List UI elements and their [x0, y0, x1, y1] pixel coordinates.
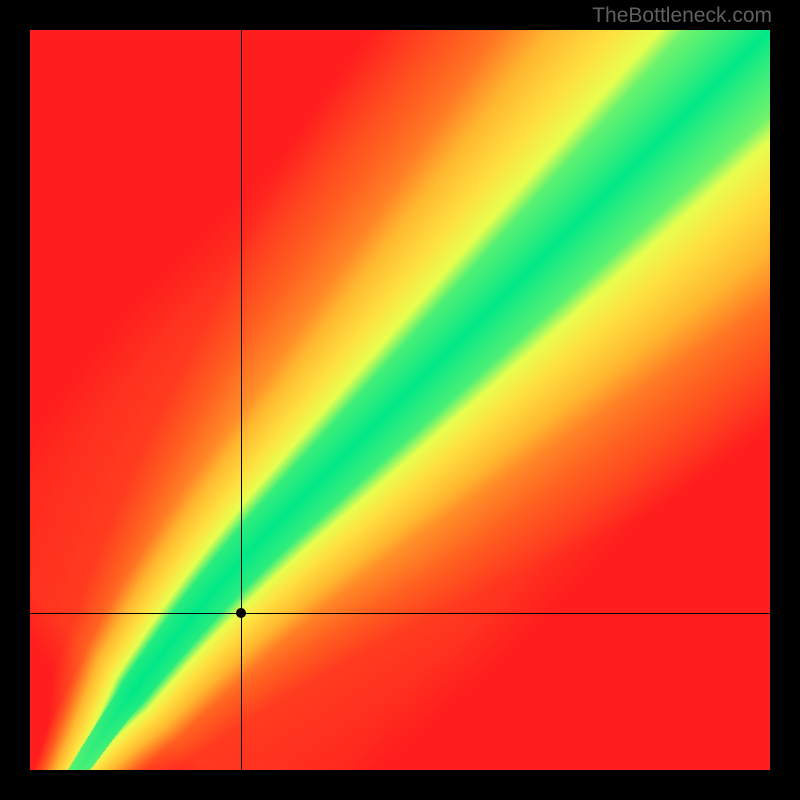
- selection-marker: [236, 608, 246, 618]
- heatmap-canvas: [30, 30, 770, 770]
- bottleneck-heatmap-chart: [30, 30, 770, 770]
- crosshair-horizontal: [30, 613, 770, 614]
- crosshair-vertical: [241, 30, 242, 770]
- watermark-text: TheBottleneck.com: [592, 4, 772, 28]
